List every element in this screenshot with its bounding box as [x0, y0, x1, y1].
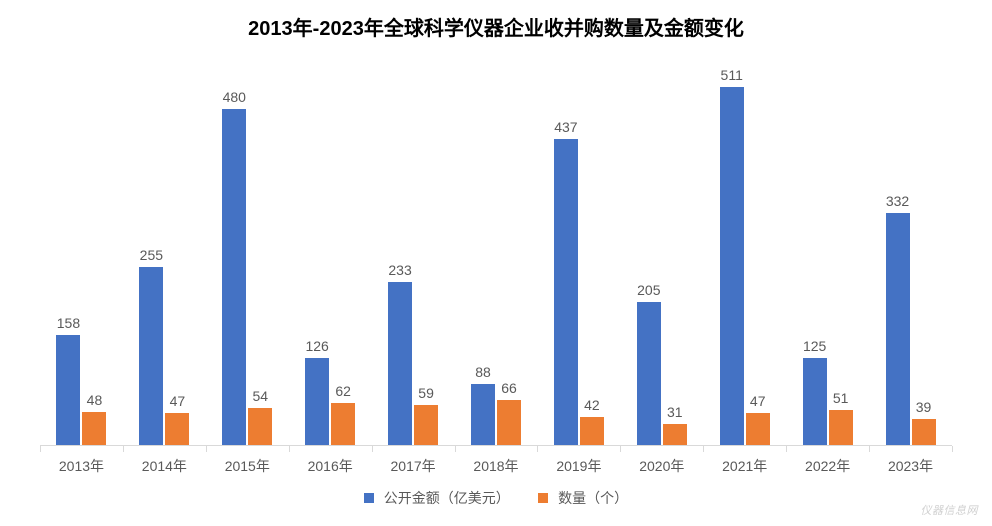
legend: 公开金额（亿美元） 数量（个） — [0, 488, 992, 508]
bar-amount — [637, 302, 661, 446]
bar-label-count: 47 — [738, 393, 778, 409]
x-tick — [703, 446, 704, 452]
bar-count — [663, 424, 687, 446]
legend-label-amount: 公开金额（亿美元） — [384, 490, 510, 506]
x-tick — [123, 446, 124, 452]
x-axis-label: 2023年 — [869, 456, 952, 476]
bar-count — [580, 417, 604, 446]
chart-title: 2013年-2023年全球科学仪器企业收并购数量及金额变化 — [0, 0, 992, 41]
bar-label-amount: 88 — [463, 364, 503, 380]
bar-label-count: 48 — [74, 392, 114, 408]
plot-area: 158 48 255 47 480 54 126 62 233 59 8866 437 42 205 31 5… — [40, 60, 952, 446]
x-tick — [786, 446, 787, 452]
x-axis-label: 2022年 — [786, 456, 869, 476]
bar-count — [912, 419, 936, 446]
x-tick — [455, 446, 456, 452]
bar-count — [331, 403, 355, 447]
bar-group: 126 62 — [289, 60, 372, 446]
bar-count — [165, 413, 189, 446]
legend-swatch-amount — [364, 493, 374, 503]
x-tick — [952, 446, 953, 452]
x-tick — [620, 446, 621, 452]
chart-container: 2013年-2023年全球科学仪器企业收并购数量及金额变化 158 48 255 47… — [0, 0, 992, 526]
x-axis-label: 2021年 — [703, 456, 786, 476]
bar-group: 8866 — [455, 60, 538, 446]
bar-label-count: 59 — [406, 385, 446, 401]
x-axis-label: 2014年 — [123, 456, 206, 476]
x-tick — [537, 446, 538, 452]
bar-count — [829, 410, 853, 446]
bar-amount — [56, 335, 80, 446]
x-axis-label: 2016年 — [289, 456, 372, 476]
bar-amount — [305, 358, 329, 446]
x-axis-line — [40, 445, 952, 446]
bar-label-amount: 332 — [878, 193, 918, 209]
bar-count — [414, 405, 438, 446]
legend-item-count: 数量（个） — [538, 488, 628, 508]
bar-label-amount: 437 — [546, 119, 586, 135]
bar-label-amount: 480 — [214, 89, 254, 105]
legend-swatch-count — [538, 493, 548, 503]
x-axis-label: 2019年 — [537, 456, 620, 476]
bar-count — [82, 412, 106, 446]
legend-item-amount: 公开金额（亿美元） — [364, 488, 510, 508]
bar-group: 205 31 — [620, 60, 703, 446]
x-tick — [372, 446, 373, 452]
x-axis-label: 2013年 — [40, 456, 123, 476]
bar-label-count: 47 — [157, 393, 197, 409]
bar-label-count: 66 — [489, 380, 529, 396]
bar-label-count: 51 — [821, 390, 861, 406]
bar-label-count: 42 — [572, 397, 612, 413]
bar-label-count: 39 — [904, 399, 944, 415]
bar-group: 437 42 — [537, 60, 620, 446]
bar-count — [497, 400, 521, 446]
bar-label-count: 54 — [240, 388, 280, 404]
bar-label-amount: 158 — [48, 315, 88, 331]
bar-group: 511 47 — [703, 60, 786, 446]
bar-group: 158 48 — [40, 60, 123, 446]
bar-label-amount: 233 — [380, 262, 420, 278]
x-tick — [40, 446, 41, 452]
x-axis-label: 2020年 — [620, 456, 703, 476]
x-axis-label: 2017年 — [372, 456, 455, 476]
bar-label-amount: 126 — [297, 338, 337, 354]
bar-group: 125 51 — [786, 60, 869, 446]
bar-label-count: 62 — [323, 383, 363, 399]
x-tick — [206, 446, 207, 452]
bar-label-amount: 511 — [712, 67, 752, 83]
x-tick — [289, 446, 290, 452]
bar-label-count: 31 — [655, 404, 695, 420]
bar-group: 255 47 — [123, 60, 206, 446]
bar-group: 332 39 — [869, 60, 952, 446]
bar-group: 233 59 — [372, 60, 455, 446]
bar-label-amount: 255 — [131, 247, 171, 263]
bar-count — [746, 413, 770, 446]
x-axis-label: 2018年 — [455, 456, 538, 476]
bar-label-amount: 125 — [795, 338, 835, 354]
bar-count — [248, 408, 272, 446]
x-tick — [869, 446, 870, 452]
legend-label-count: 数量（个） — [558, 490, 628, 506]
bar-amount — [139, 267, 163, 446]
bar-amount — [388, 282, 412, 446]
x-axis-label: 2015年 — [206, 456, 289, 476]
watermark: 仪器信息网 — [921, 502, 979, 518]
bar-label-amount: 205 — [629, 282, 669, 298]
bar-group: 480 54 — [206, 60, 289, 446]
